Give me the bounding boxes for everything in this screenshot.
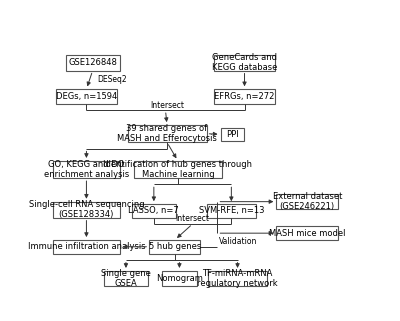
FancyBboxPatch shape bbox=[206, 204, 256, 218]
FancyBboxPatch shape bbox=[132, 204, 176, 218]
Text: Immune infiltration analysis: Immune infiltration analysis bbox=[28, 242, 145, 251]
Text: GeneCards and
KEGG database: GeneCards and KEGG database bbox=[212, 53, 277, 72]
Text: Validation: Validation bbox=[219, 237, 257, 246]
FancyBboxPatch shape bbox=[214, 55, 275, 71]
FancyBboxPatch shape bbox=[276, 226, 338, 240]
Text: External dataset
(GSE246221): External dataset (GSE246221) bbox=[273, 192, 342, 211]
Text: DEGs, n=1594: DEGs, n=1594 bbox=[56, 92, 117, 101]
FancyBboxPatch shape bbox=[66, 55, 120, 71]
FancyBboxPatch shape bbox=[104, 271, 148, 286]
FancyBboxPatch shape bbox=[56, 89, 117, 104]
FancyBboxPatch shape bbox=[149, 240, 200, 254]
Text: Intersect: Intersect bbox=[176, 214, 210, 223]
Text: Intersect: Intersect bbox=[150, 101, 184, 110]
Text: GO, KEGG and DO
enrichment analysis: GO, KEGG and DO enrichment analysis bbox=[44, 160, 129, 179]
FancyBboxPatch shape bbox=[128, 125, 206, 142]
Text: Single-cell RNA sequencing
(GSE128334): Single-cell RNA sequencing (GSE128334) bbox=[29, 200, 144, 219]
FancyBboxPatch shape bbox=[162, 271, 197, 286]
FancyBboxPatch shape bbox=[214, 89, 275, 104]
FancyBboxPatch shape bbox=[276, 194, 338, 209]
Text: TF-miRNA-mRNA
regulatory network: TF-miRNA-mRNA regulatory network bbox=[197, 269, 278, 288]
FancyBboxPatch shape bbox=[53, 202, 120, 218]
Text: PPI: PPI bbox=[226, 130, 238, 139]
Text: DESeq2: DESeq2 bbox=[97, 75, 127, 84]
FancyBboxPatch shape bbox=[134, 161, 222, 178]
Text: Nomogram: Nomogram bbox=[156, 274, 203, 283]
FancyBboxPatch shape bbox=[220, 127, 244, 141]
Text: 39 shared genes of
MASH and Efferocytosis: 39 shared genes of MASH and Efferocytosi… bbox=[117, 124, 217, 143]
Text: SVM-RFE, n=13: SVM-RFE, n=13 bbox=[198, 206, 264, 215]
Text: Single gene
GSEA: Single gene GSEA bbox=[101, 269, 151, 288]
Text: 5 hub genes: 5 hub genes bbox=[149, 242, 201, 251]
Text: Identification of hub genes through
Machine learning: Identification of hub genes through Mach… bbox=[103, 160, 252, 179]
FancyBboxPatch shape bbox=[53, 161, 120, 178]
Text: GSE126848: GSE126848 bbox=[68, 58, 117, 67]
Text: LASSO, n=7: LASSO, n=7 bbox=[128, 206, 179, 215]
Text: EFRGs, n=272: EFRGs, n=272 bbox=[214, 92, 275, 101]
FancyBboxPatch shape bbox=[53, 240, 120, 254]
FancyBboxPatch shape bbox=[208, 271, 267, 286]
Text: MASH mice model: MASH mice model bbox=[269, 229, 346, 238]
